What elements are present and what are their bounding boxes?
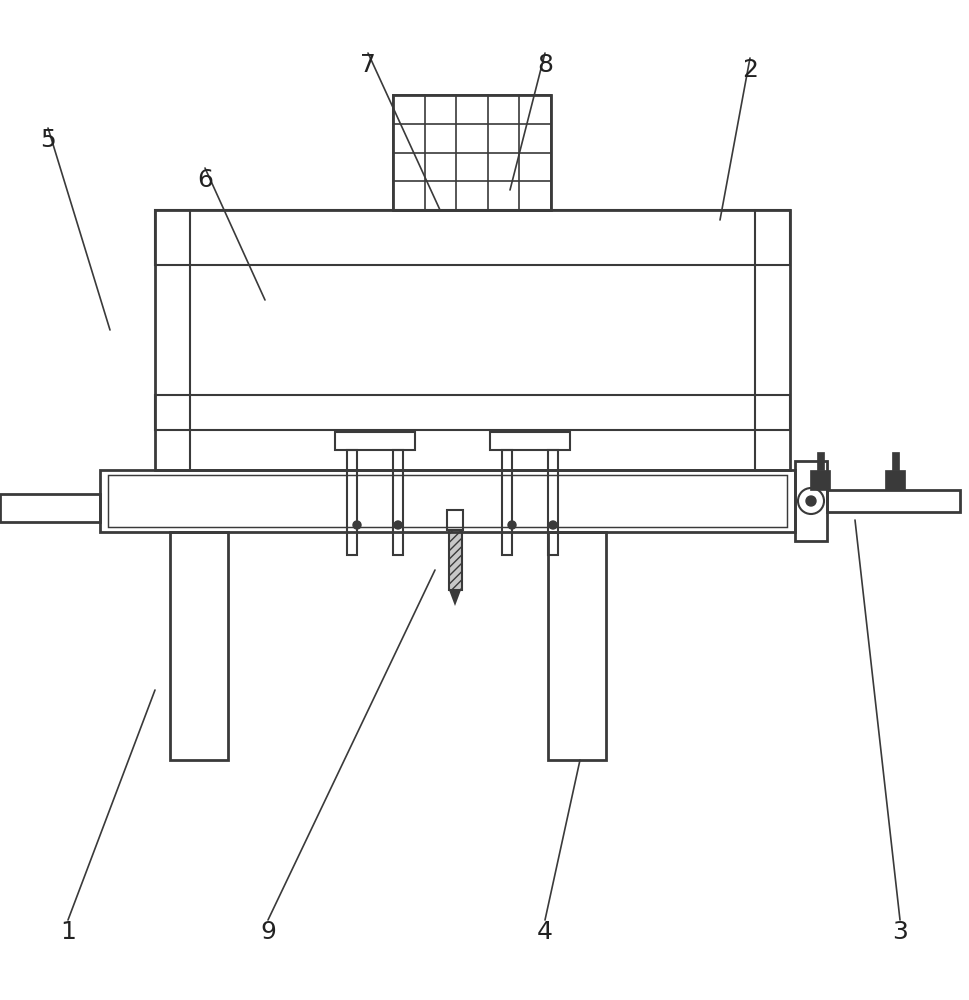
Bar	[816, 452, 823, 470]
Text: 1: 1	[60, 920, 76, 944]
Bar	[155, 210, 789, 470]
Circle shape	[393, 521, 401, 529]
Bar	[392, 450, 402, 555]
Circle shape	[805, 496, 815, 506]
Bar	[809, 470, 829, 490]
Bar	[170, 532, 228, 760]
Circle shape	[508, 521, 516, 529]
Bar	[0, 494, 100, 522]
Bar	[884, 470, 904, 490]
Bar	[795, 461, 827, 541]
Bar	[392, 95, 550, 210]
Bar	[489, 432, 570, 450]
Bar	[547, 450, 557, 555]
Bar	[502, 450, 512, 555]
Circle shape	[548, 521, 556, 529]
Bar	[447, 510, 462, 530]
Text: 3: 3	[891, 920, 907, 944]
Bar	[155, 395, 789, 430]
Bar	[547, 532, 606, 760]
Text: 7: 7	[359, 53, 376, 77]
Bar	[155, 210, 789, 265]
Bar	[891, 452, 898, 470]
Bar	[347, 450, 357, 555]
Bar	[449, 530, 461, 590]
Text: 8: 8	[537, 53, 552, 77]
Polygon shape	[449, 590, 460, 606]
Bar	[334, 432, 415, 450]
Bar	[100, 470, 795, 532]
Bar	[108, 475, 786, 527]
Text: 5: 5	[40, 128, 56, 152]
Text: 6: 6	[197, 168, 213, 192]
Text: 4: 4	[537, 920, 552, 944]
Circle shape	[353, 521, 360, 529]
Text: 2: 2	[741, 58, 757, 82]
Text: 9: 9	[260, 920, 275, 944]
Bar	[827, 490, 959, 512]
